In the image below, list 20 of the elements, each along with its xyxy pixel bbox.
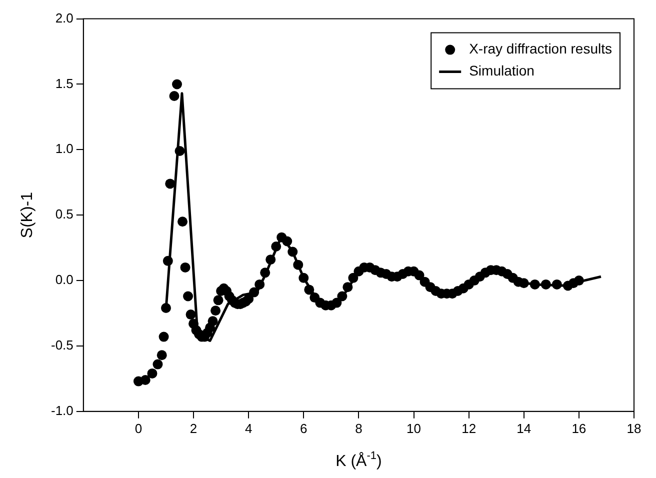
x-tick-label: 2 — [190, 420, 198, 436]
legend-label: X-ray diffraction results — [469, 40, 612, 57]
y-tick-label: 0.0 — [55, 272, 74, 288]
x-tick-label: 18 — [626, 420, 642, 436]
x-tick-label: 8 — [355, 420, 362, 436]
y-tick-label: 1.5 — [55, 76, 74, 91]
x-tick-label: 4 — [244, 420, 252, 436]
x-tick-label: 16 — [572, 420, 586, 436]
x-tick-label: 14 — [516, 420, 532, 436]
y-axis-title: S(K)-1 — [18, 192, 36, 238]
x-tick-label: 10 — [406, 420, 421, 436]
y-tick-label: -1.0 — [50, 402, 74, 418]
y-tick-label: 2.0 — [55, 10, 74, 26]
y-tick-label: 1.0 — [55, 141, 74, 156]
legend-label: Simulation — [469, 62, 534, 79]
x-tick-label: 12 — [462, 420, 476, 436]
y-tick-label: -0.5 — [50, 338, 74, 353]
x-tick-label: 6 — [300, 420, 308, 436]
y-tick-label: 0.5 — [55, 206, 74, 222]
x-tick-label: 0 — [134, 420, 142, 436]
